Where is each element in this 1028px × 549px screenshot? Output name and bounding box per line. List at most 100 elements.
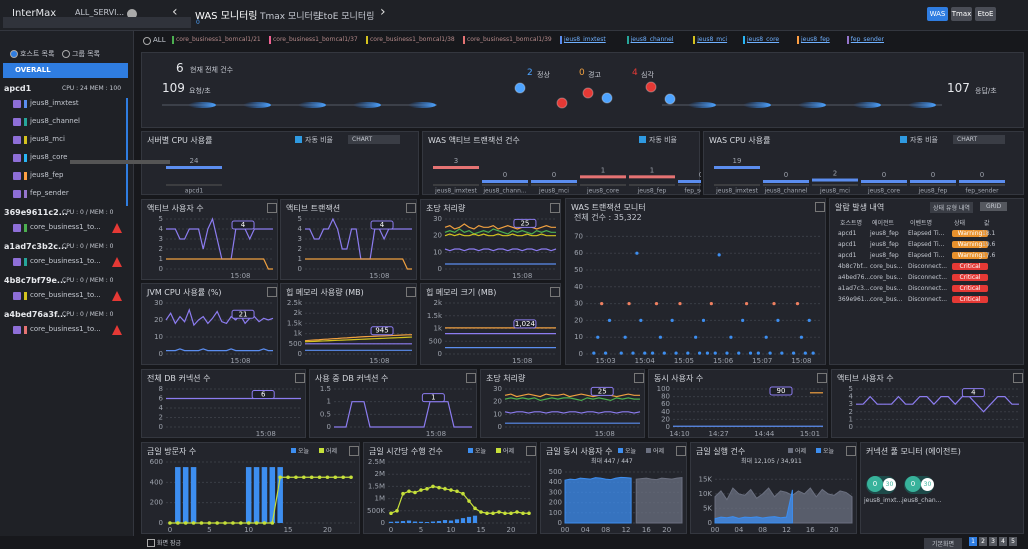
panel-button[interactable]	[295, 373, 305, 383]
alert-icon	[112, 325, 122, 335]
panel-button[interactable]	[267, 203, 277, 213]
check[interactable]	[13, 292, 21, 300]
agent-name[interactable]: jeus8_imxtest	[30, 99, 79, 107]
y-tick-label: 5	[298, 215, 302, 223]
filter-tag[interactable]: core_business1_borncal1/37	[273, 36, 358, 43]
agent-color	[24, 326, 27, 334]
panel-button[interactable]	[817, 373, 827, 383]
host-name[interactable]: 369e9611c2...	[4, 208, 68, 217]
radio[interactable]	[10, 50, 18, 58]
line-dot	[278, 475, 282, 480]
panel-button[interactable]	[406, 203, 416, 213]
service-select[interactable]: ALL_SERVI...	[75, 8, 125, 17]
tab[interactable]: EtoE 모니터링	[318, 12, 375, 22]
y-tick-label: 0	[666, 423, 670, 431]
panel-button[interactable]	[526, 446, 536, 456]
filter-tag[interactable]: core_business1_borncal1/38	[370, 36, 455, 43]
check[interactable]	[13, 224, 21, 232]
filter-tag[interactable]: core_business1_borncal1/39	[467, 36, 552, 43]
filter-tag[interactable]: jeus8_core	[747, 36, 780, 43]
agent-name[interactable]: jeus8_fep	[30, 171, 64, 179]
filter-tag[interactable]: core_business1_borncal1/21	[176, 36, 261, 43]
check[interactable]	[13, 118, 21, 126]
point	[658, 335, 663, 339]
panel-button[interactable]	[550, 287, 560, 297]
panel-button[interactable]	[634, 373, 644, 383]
check[interactable]	[13, 258, 21, 266]
check[interactable]	[13, 172, 21, 180]
chart: 0 10 20 30 15:08 25	[493, 385, 641, 438]
view-button[interactable]: Tmax	[951, 7, 972, 21]
panel-button[interactable]	[815, 202, 825, 212]
column-header: 에이전트	[872, 220, 895, 227]
page-button[interactable]: 3	[989, 537, 997, 546]
agent-name[interactable]: fep_sender	[30, 189, 69, 197]
panel-button[interactable]	[406, 287, 416, 297]
filter-tag[interactable]: jeus8_imxtest	[564, 36, 606, 43]
filter-tag[interactable]: jeus8_fep	[801, 36, 830, 43]
host-name[interactable]: 4b8c7bf79e...	[4, 276, 67, 285]
radio[interactable]	[62, 50, 70, 58]
lock-label[interactable]: 화면 잠금	[157, 540, 181, 547]
auto-check[interactable]	[295, 136, 302, 143]
user-icon[interactable]	[127, 9, 137, 19]
default-button[interactable]: 기본화면	[924, 538, 963, 549]
check[interactable]	[13, 100, 21, 108]
filter-check[interactable]	[143, 37, 151, 45]
panel-button[interactable]	[466, 373, 476, 383]
host-name[interactable]: apcd1	[4, 84, 32, 93]
auto-check[interactable]	[639, 136, 646, 143]
check[interactable]	[13, 154, 21, 162]
panel-button[interactable]	[349, 446, 359, 456]
flow-pulse	[408, 102, 436, 108]
agent-name[interactable]: jeus8_core	[30, 153, 68, 161]
panel: 액티브 사용자 수 0 1 2 3 4 5 15:08 4	[141, 199, 278, 280]
check[interactable]	[13, 190, 21, 198]
chart-toggle[interactable]: CHART	[953, 135, 1005, 144]
alarm-toggle[interactable]: 상태 유형 내역	[930, 202, 973, 213]
callout-value: 4	[971, 389, 976, 397]
prev-arrow[interactable]: ‹	[172, 4, 178, 20]
filter-tag[interactable]: jeus8_mci	[697, 36, 728, 43]
host-name[interactable]: a4bed76a3f...	[4, 310, 67, 319]
bar	[277, 467, 283, 523]
y-tick-label: 50	[574, 266, 583, 274]
view-button[interactable]: WAS	[927, 7, 948, 21]
check[interactable]	[13, 136, 21, 144]
next-arrow[interactable]: ›	[380, 4, 386, 20]
agent-name[interactable]: core_business1_to...	[30, 223, 101, 231]
panel-button[interactable]	[676, 446, 686, 456]
panel: 커넥션 풀 모니터 (에이전트) 0 30 jeus8_imxt... 0 30 jeus8…	[860, 442, 1024, 534]
filter-tag[interactable]: fep_sender	[850, 36, 884, 43]
panel-button[interactable]	[550, 203, 560, 213]
panel-button[interactable]	[1013, 373, 1023, 383]
filter-all[interactable]: ALL	[153, 36, 166, 44]
overall[interactable]: OVERALL	[3, 63, 128, 78]
x-tick-label: 08	[758, 526, 767, 534]
panel-button[interactable]	[267, 287, 277, 297]
line	[304, 334, 413, 342]
agent-name[interactable]: jeus8_channel	[30, 117, 80, 125]
active-tab[interactable]: WAS 모니터링	[195, 11, 258, 22]
agent-name[interactable]: core_business1_to...	[30, 257, 101, 265]
page-button[interactable]: 5	[1009, 537, 1017, 546]
page-button[interactable]: 2	[979, 537, 987, 546]
agent-name[interactable]: core_business1_to...	[30, 291, 101, 299]
agent-name[interactable]: jeus8_mci	[30, 135, 65, 143]
panel-button[interactable]	[846, 446, 856, 456]
chart: 0 10 20 30 15:08 21	[154, 299, 274, 365]
check[interactable]	[13, 326, 21, 334]
lock-check[interactable]	[147, 539, 155, 547]
tab[interactable]: Tmax 모니터링	[260, 12, 322, 22]
host-name[interactable]: a1ad7c3b2c...	[4, 242, 68, 251]
page-button[interactable]: 1	[969, 537, 977, 546]
chart-toggle[interactable]: CHART	[348, 135, 400, 144]
agent-name[interactable]: core_business1_to...	[30, 325, 101, 333]
point	[623, 335, 627, 339]
resp-label: 응답/초	[975, 87, 997, 95]
page-button[interactable]: 4	[999, 537, 1007, 546]
filter-tag[interactable]: jeus8_channel	[630, 36, 674, 43]
grid-toggle[interactable]: GRID	[980, 202, 1008, 211]
auto-check[interactable]	[900, 136, 907, 143]
view-button[interactable]: EtoE	[975, 7, 996, 21]
